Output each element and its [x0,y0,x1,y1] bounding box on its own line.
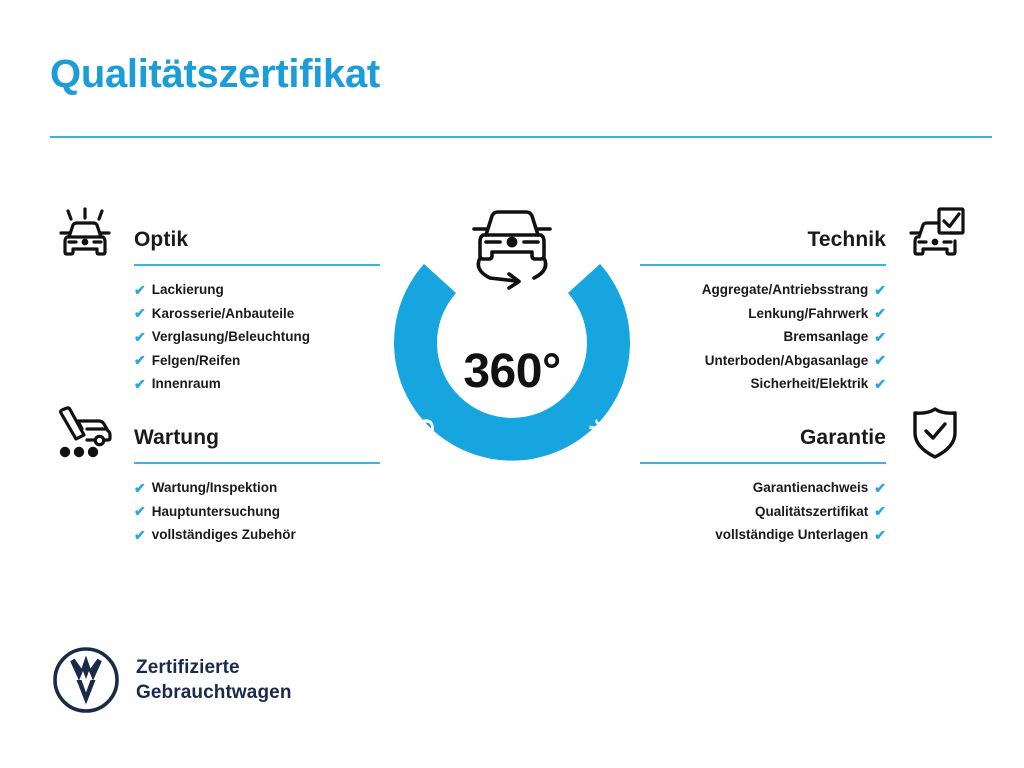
list-item: Sicherheit/Elektrik ✔ [640,372,970,396]
section-wartung-header: Wartung [50,402,380,464]
car-checkbox-icon [898,204,972,266]
list-item-label: Sicherheit/Elektrik [750,376,869,391]
list-item-label: Karosserie/Anbauteile [151,305,295,321]
car-service-tools-icon [48,402,122,464]
badge-ring: Gebrauchtwagen-Check [394,264,630,492]
section-technik-title: Technik [807,228,886,251]
section-optik-title: Optik [134,228,189,251]
section-optik-underline [134,264,380,266]
section-garantie-list: Garantienachweis ✔ Qualitätszertifikat ✔ v… [640,464,970,547]
section-wartung-list: ✔ Wartung/Inspektion ✔ Hauptuntersuchung ✔… [50,464,380,547]
list-item-label: Lackierung [151,282,224,297]
list-item-label: Aggregate/Antriebsstrang [701,282,869,297]
footer-line-2: Gebrauchtwagen [136,682,292,703]
list-item: Qualitätszertifikat ✔ [640,500,970,524]
list-item-label: Qualitätszertifikat [754,503,869,519]
list-item-label: Bremsanlage [783,329,869,344]
section-technik-underline [640,264,886,266]
list-item-label: Lenkung/Fahrwerk [748,305,869,321]
list-item-label: Unterboden/Abgasanlage [704,352,869,368]
list-item: ✔ vollständiges Zubehör [50,523,380,547]
check-icon: ✔ [134,479,146,496]
check-icon: ✔ [874,526,886,543]
check-icon: ✔ [874,281,886,298]
list-item: Unterboden/Abgasanlage ✔ [640,349,970,373]
check-icon: ✔ [874,479,886,496]
list-item: ✔ Wartung/Inspektion [50,476,380,500]
section-optik: Optik ✔ Lackierung ✔ Karosserie/Anbauteile… [50,204,380,396]
section-garantie-header: Garantie [640,402,970,464]
list-item: Aggregate/Antriebsstrang ✔ [640,278,970,302]
page-title: Qualitätszertifikat [50,52,380,96]
list-item: vollständige Unterlagen ✔ [640,523,970,547]
check-icon: ✔ [134,305,146,322]
list-item-label: Hauptuntersuchung [151,503,280,519]
list-item-label: vollständiges Zubehör [151,527,296,542]
section-wartung-underline [134,462,380,464]
section-technik-header: Technik [640,204,970,266]
section-technik: Technik Aggregate/Antriebsstrang ✔ Lenkun… [640,204,970,396]
list-item: ✔ Verglasung/Beleuchtung [50,325,380,349]
footer-brand: Zertifizierte Gebrauchtwagen [52,646,292,714]
list-item: Garantienachweis ✔ [640,476,970,500]
list-item: ✔ Felgen/Reifen [50,349,380,373]
section-optik-header: Optik [50,204,380,266]
section-wartung-title: Wartung [134,426,220,449]
shield-check-icon [898,402,972,464]
list-item: ✔ Innenraum [50,372,380,396]
list-item-label: Garantienachweis [752,480,869,495]
badge-360-check: Gebrauchtwagen-Check 360° [372,192,652,492]
check-icon: ✔ [134,352,146,369]
car-rotate-icon [460,194,564,292]
check-icon: ✔ [874,352,886,369]
section-wartung: Wartung ✔ Wartung/Inspektion ✔ Hauptunters… [50,402,380,547]
car-front-lights-icon [48,204,122,266]
list-item: Bremsanlage ✔ [640,325,970,349]
check-icon: ✔ [134,375,146,392]
footer-text: Zertifizierte Gebrauchtwagen [136,655,292,705]
check-icon: ✔ [874,503,886,520]
vw-logo [52,646,120,714]
section-garantie-underline [640,462,886,464]
check-icon: ✔ [134,281,146,298]
list-item-label: Felgen/Reifen [151,352,241,368]
list-item-label: vollständige Unterlagen [715,527,869,542]
section-technik-list: Aggregate/Antriebsstrang ✔ Lenkung/Fahrwe… [640,266,970,396]
section-garantie: Garantie Garantienachweis ✔ Qualitätszert… [640,402,970,547]
check-icon: ✔ [134,328,146,345]
title-divider [50,136,992,138]
section-garantie-title: Garantie [800,426,886,449]
check-icon: ✔ [874,375,886,392]
footer-line-1: Zertifizierte [136,657,240,678]
check-icon: ✔ [134,503,146,520]
list-item: ✔ Karosserie/Anbauteile [50,302,380,326]
list-item: ✔ Lackierung [50,278,380,302]
section-optik-list: ✔ Lackierung ✔ Karosserie/Anbauteile ✔ Verg… [50,266,380,396]
list-item-label: Innenraum [151,376,221,391]
check-icon: ✔ [874,328,886,345]
list-item: ✔ Hauptuntersuchung [50,500,380,524]
list-item: Lenkung/Fahrwerk ✔ [640,302,970,326]
list-item-label: Verglasung/Beleuchtung [151,329,311,344]
list-item-label: Wartung/Inspektion [151,480,278,495]
check-icon: ✔ [874,305,886,322]
check-icon: ✔ [134,526,146,543]
badge-number: 360° [463,345,561,398]
